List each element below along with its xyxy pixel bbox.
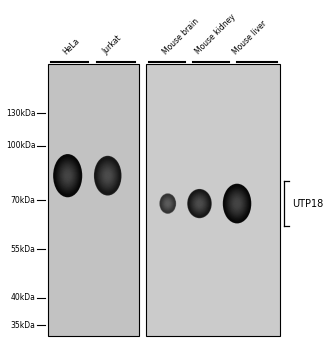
- Ellipse shape: [193, 196, 206, 211]
- Text: UTP18: UTP18: [292, 198, 324, 209]
- Ellipse shape: [232, 197, 242, 210]
- Ellipse shape: [194, 197, 205, 210]
- Ellipse shape: [104, 170, 111, 181]
- Ellipse shape: [226, 188, 248, 219]
- Ellipse shape: [223, 184, 250, 223]
- Text: 130kDa: 130kDa: [6, 108, 35, 118]
- Ellipse shape: [105, 172, 110, 180]
- Ellipse shape: [224, 186, 250, 222]
- Ellipse shape: [101, 166, 115, 186]
- Ellipse shape: [232, 196, 242, 211]
- Ellipse shape: [103, 169, 112, 182]
- Ellipse shape: [163, 197, 173, 210]
- Ellipse shape: [61, 166, 74, 186]
- Ellipse shape: [196, 199, 203, 208]
- Ellipse shape: [107, 174, 109, 177]
- Ellipse shape: [199, 203, 200, 204]
- Ellipse shape: [227, 189, 247, 218]
- Ellipse shape: [56, 158, 80, 194]
- Ellipse shape: [163, 198, 172, 209]
- Ellipse shape: [164, 199, 171, 208]
- Ellipse shape: [63, 169, 72, 183]
- Text: Mouse kidney: Mouse kidney: [194, 13, 237, 56]
- Text: HeLa: HeLa: [61, 36, 81, 56]
- Ellipse shape: [162, 196, 174, 211]
- Ellipse shape: [60, 164, 75, 187]
- Ellipse shape: [67, 174, 69, 177]
- Ellipse shape: [165, 200, 171, 208]
- Ellipse shape: [64, 170, 71, 181]
- Ellipse shape: [55, 156, 81, 195]
- FancyBboxPatch shape: [48, 64, 139, 336]
- Ellipse shape: [197, 200, 202, 207]
- Ellipse shape: [60, 163, 76, 188]
- FancyBboxPatch shape: [146, 64, 280, 336]
- Ellipse shape: [160, 194, 176, 213]
- Text: 100kDa: 100kDa: [6, 141, 35, 150]
- Text: 35kDa: 35kDa: [10, 321, 35, 330]
- Ellipse shape: [231, 195, 243, 212]
- Ellipse shape: [235, 201, 239, 206]
- Ellipse shape: [95, 158, 120, 194]
- Ellipse shape: [189, 190, 210, 217]
- Ellipse shape: [98, 162, 117, 190]
- Ellipse shape: [191, 193, 208, 214]
- Ellipse shape: [188, 190, 211, 217]
- Ellipse shape: [228, 191, 246, 216]
- Ellipse shape: [230, 193, 244, 214]
- Text: 70kDa: 70kDa: [10, 196, 35, 205]
- Ellipse shape: [62, 167, 73, 184]
- Ellipse shape: [193, 195, 206, 212]
- Ellipse shape: [96, 159, 119, 192]
- Ellipse shape: [234, 200, 240, 208]
- Ellipse shape: [190, 193, 209, 215]
- Ellipse shape: [162, 197, 173, 211]
- Text: 55kDa: 55kDa: [10, 245, 35, 253]
- Ellipse shape: [167, 202, 169, 205]
- Ellipse shape: [166, 201, 170, 206]
- Ellipse shape: [229, 192, 245, 215]
- Ellipse shape: [100, 164, 115, 187]
- Ellipse shape: [99, 163, 116, 188]
- Ellipse shape: [97, 160, 118, 191]
- Ellipse shape: [66, 173, 70, 178]
- Ellipse shape: [54, 155, 81, 197]
- Text: Mouse brain: Mouse brain: [162, 16, 201, 56]
- Ellipse shape: [198, 202, 201, 205]
- Ellipse shape: [225, 187, 249, 220]
- Ellipse shape: [57, 159, 79, 192]
- Ellipse shape: [161, 195, 175, 212]
- Text: Jurkat: Jurkat: [101, 34, 124, 56]
- Ellipse shape: [195, 198, 204, 209]
- Ellipse shape: [233, 198, 241, 209]
- Ellipse shape: [161, 195, 174, 212]
- Ellipse shape: [95, 156, 121, 195]
- Ellipse shape: [59, 162, 77, 190]
- Ellipse shape: [65, 172, 70, 180]
- Ellipse shape: [166, 202, 169, 205]
- Ellipse shape: [106, 173, 110, 178]
- Ellipse shape: [192, 194, 207, 213]
- Text: 40kDa: 40kDa: [10, 294, 35, 302]
- Ellipse shape: [165, 200, 170, 207]
- Ellipse shape: [189, 191, 210, 216]
- Text: Mouse liver: Mouse liver: [231, 19, 268, 56]
- Ellipse shape: [236, 202, 238, 205]
- Ellipse shape: [102, 167, 114, 184]
- Ellipse shape: [102, 168, 113, 183]
- Ellipse shape: [164, 198, 172, 209]
- Ellipse shape: [58, 160, 78, 191]
- Ellipse shape: [197, 201, 202, 206]
